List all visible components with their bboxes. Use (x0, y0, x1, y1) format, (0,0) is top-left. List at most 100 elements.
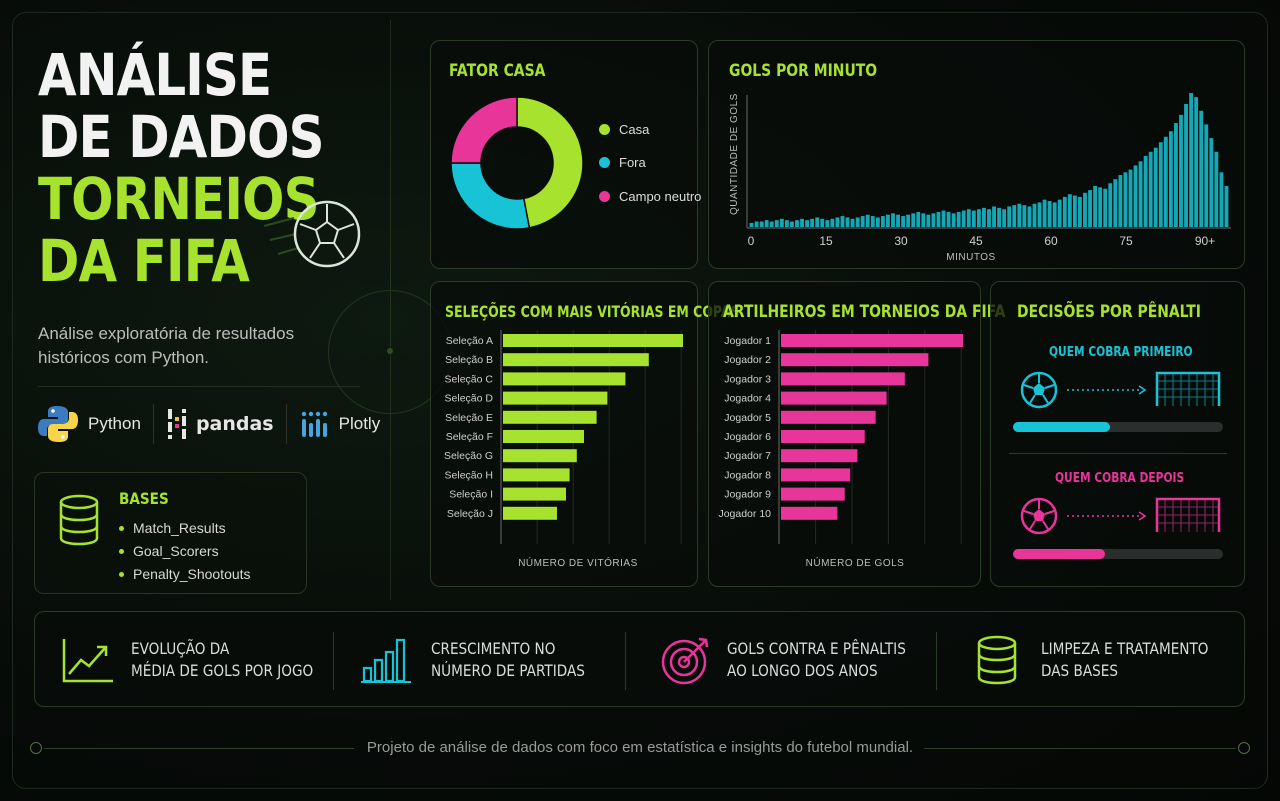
histogram-bar (1163, 136, 1168, 227)
histogram-bar (1047, 201, 1052, 227)
category-label: Seleção F (446, 431, 493, 443)
tool-python: Python (36, 404, 141, 444)
histogram-bar (759, 221, 764, 227)
panel-title: ARTILHEIROS EM TORNEIOS DA FIFA (723, 302, 1006, 322)
category-label: Seleção I (449, 489, 493, 501)
penalty-first-fill (1013, 422, 1110, 432)
histogram-bar (946, 211, 951, 227)
histogram-bar (800, 218, 804, 227)
top-scorers-chart: Jogador 1 Jogador 2 Jogador 3 Jogador 4 Joga… (718, 330, 963, 569)
legend-label: Campo neutro (619, 189, 702, 204)
tool-label: Plotly (338, 414, 381, 433)
histogram-bar (1133, 165, 1138, 227)
legend-label: Fora (619, 155, 646, 170)
category-label: Seleção E (445, 412, 493, 424)
histogram-bar (1224, 185, 1229, 227)
histogram-bar (921, 213, 926, 227)
histogram-bar (926, 214, 931, 227)
category-label: Jogador 7 (724, 450, 771, 462)
feature-item: GOLS CONTRA E PÊNALTIS AO LONGO DOS ANOS (659, 612, 937, 708)
legend-swatch (599, 191, 610, 202)
plotly-logo-icon (301, 411, 327, 437)
histogram-bar (906, 214, 911, 227)
category-label: Jogador 5 (724, 412, 771, 424)
feature-item: CRESCIMENTO NO NÚMERO DE PARTIDAS (361, 612, 612, 708)
footer-line-right (924, 748, 1236, 749)
histogram-bar (916, 211, 921, 227)
histogram-bar (769, 221, 774, 227)
tool-label: pandas (195, 413, 274, 435)
histogram-bar (1148, 151, 1153, 227)
histogram-bar (1174, 123, 1178, 227)
bar (503, 430, 584, 443)
legend-swatch (599, 157, 610, 168)
arrow-right-icon (1067, 385, 1147, 395)
bar (781, 487, 845, 501)
donut-chart (450, 96, 584, 230)
x-axis-label: NÚMERO DE VITÓRIAS (518, 556, 638, 569)
category-label: Jogador 2 (724, 354, 771, 366)
histogram-bar (956, 211, 961, 227)
histogram-bar (1123, 172, 1128, 227)
soccer-ball-icon (1020, 371, 1058, 409)
legend-item-casa: Casa (599, 122, 649, 137)
histogram-bar (901, 216, 906, 227)
histogram-bar (1113, 179, 1118, 227)
feature-line-2: NÚMERO DE PARTIDAS (431, 661, 585, 680)
x-tick-label: 90+ (1195, 234, 1215, 248)
feature-item: LIMPEZA E TRATAMENTO DAS BASES (975, 612, 1238, 708)
bar (503, 391, 608, 405)
legend-label: Casa (619, 122, 650, 137)
histogram-bar (779, 218, 784, 227)
histogram-bar (850, 218, 855, 227)
histogram-bar (840, 216, 845, 227)
y-axis-label: QUANTIDADE DE GOLS (729, 93, 740, 215)
x-axis-label: MINUTOS (946, 252, 995, 263)
histogram-bar (936, 211, 941, 227)
feature-text: EVOLUÇÃO DA MÉDIA DE GOLS POR JOGO (131, 638, 345, 682)
histogram-bar (987, 209, 991, 227)
histogram-bar (1194, 97, 1199, 227)
histogram-bar (1143, 155, 1148, 227)
histogram-bar (1153, 147, 1158, 227)
category-label: Jogador 9 (724, 489, 771, 501)
team-wins-panel: SELEÇÕES COM MAIS VITÓRIAS EM COPAS Sele… (430, 281, 740, 587)
histogram-bar (992, 206, 996, 227)
histogram-bar (931, 213, 936, 227)
features-bar: EVOLUÇÃO DA MÉDIA DE GOLS POR JOGO CRESC… (34, 611, 1245, 707)
soccer-ball-icon (1020, 497, 1058, 535)
bar (503, 468, 570, 482)
histogram-bar (951, 213, 956, 227)
panel-title: FATOR CASA (449, 61, 546, 81)
penalty-first-label: QUEM COBRA PRIMEIRO (1049, 345, 1193, 360)
title-line-3: TORNEIOS (38, 165, 320, 233)
histogram-bar (971, 210, 976, 227)
feature-separator (333, 632, 334, 690)
tool-separator (152, 404, 154, 444)
histogram-bar (1209, 138, 1214, 227)
bar (781, 410, 876, 424)
histogram-bar (855, 217, 860, 227)
histogram-bar (865, 214, 870, 227)
histogram-bar (875, 217, 880, 227)
database-icon (977, 635, 1017, 685)
histogram-bar (1093, 185, 1098, 227)
histogram-bar (835, 217, 840, 227)
penalty-second-track (1013, 549, 1223, 559)
histogram-bar (976, 209, 981, 227)
feature-line-2: AO LONGO DOS ANOS (727, 661, 878, 680)
goals-histogram: QUANTIDADE DE GOLS 0 15 30 45 60 75 90+ MINUTO… (729, 93, 1231, 263)
bar (781, 506, 838, 520)
category-label: Seleção J (447, 508, 493, 520)
bar (503, 487, 566, 501)
tool-separator (285, 404, 287, 444)
title-line-2: DE DADOS (38, 103, 325, 171)
category-label: Jogador 4 (724, 393, 771, 405)
database-icon (59, 494, 99, 546)
footer-dot-right (1238, 742, 1250, 754)
histogram-bar (1088, 190, 1092, 227)
penalty-first-track (1013, 422, 1223, 432)
legend-item-fora: Fora (599, 155, 646, 170)
tool-plotly: Plotly (299, 404, 381, 444)
histogram-bar (1072, 195, 1077, 227)
